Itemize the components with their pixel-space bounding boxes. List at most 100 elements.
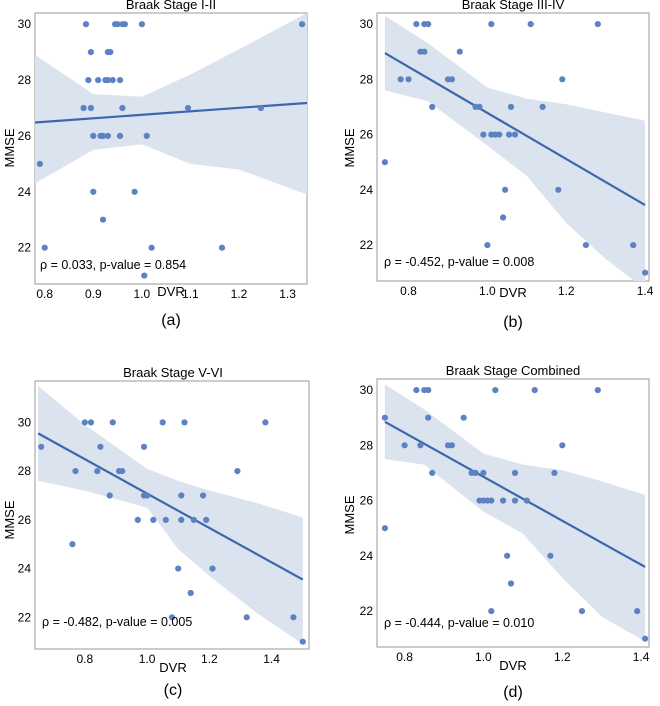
- correlation-annotation: ρ = -0.482, p-value = 0.005: [42, 615, 192, 629]
- y-tick-label: 24: [18, 185, 32, 199]
- data-point: [87, 104, 94, 112]
- data-point: [381, 159, 388, 166]
- data-point: [190, 516, 197, 524]
- data-point: [203, 516, 210, 524]
- data-point: [425, 414, 432, 421]
- data-point: [99, 132, 107, 139]
- confidence-band: [384, 384, 646, 642]
- correlation-annotation: ρ = -0.444, p-value = 0.010: [384, 616, 534, 630]
- data-point: [555, 186, 562, 193]
- confidence-band: [384, 15, 646, 281]
- data-point: [36, 160, 44, 167]
- data-point: [144, 492, 151, 499]
- data-point: [109, 77, 116, 84]
- data-point: [484, 242, 491, 249]
- y-axis-label: MMSE: [2, 500, 17, 539]
- panel-caption: (a): [161, 312, 181, 329]
- data-point: [299, 21, 306, 28]
- data-point: [511, 131, 519, 138]
- data-point: [178, 492, 185, 499]
- data-point: [81, 419, 88, 426]
- data-point: [413, 21, 420, 28]
- y-tick-label: 22: [18, 610, 32, 624]
- data-point: [187, 589, 194, 597]
- panel-caption: (b): [503, 314, 523, 331]
- data-point: [504, 552, 511, 559]
- data-point: [82, 21, 90, 28]
- y-tick-label: 28: [18, 464, 32, 478]
- panel-caption: (c): [164, 682, 183, 699]
- data-point: [578, 608, 586, 615]
- data-point: [69, 541, 76, 548]
- y-axis-label: MMSE: [342, 128, 357, 167]
- data-point: [425, 21, 432, 28]
- data-point: [413, 387, 420, 394]
- y-tick-label: 22: [18, 241, 32, 255]
- data-point: [405, 76, 412, 83]
- data-point: [107, 49, 114, 56]
- panel-caption: (d): [503, 684, 523, 701]
- data-point: [38, 443, 45, 450]
- y-tick-label: 30: [18, 17, 32, 31]
- data-point: [401, 442, 408, 449]
- data-point: [456, 48, 463, 55]
- data-point: [429, 469, 436, 476]
- x-axis-label: DVR: [159, 660, 186, 675]
- data-point: [104, 132, 111, 139]
- y-tick-label: 24: [360, 549, 374, 563]
- data-point: [500, 214, 507, 221]
- data-point: [159, 419, 166, 426]
- data-point: [134, 516, 141, 524]
- x-tick-label: 1.2: [558, 284, 575, 298]
- x-tick-label: 0.9: [85, 287, 102, 301]
- chart-title: Braak Stage Combined: [446, 363, 580, 378]
- data-point: [547, 552, 554, 559]
- data-point: [41, 244, 48, 251]
- data-point: [109, 419, 116, 426]
- data-point: [119, 468, 126, 475]
- data-point: [539, 103, 546, 110]
- data-point: [72, 468, 79, 475]
- data-point: [476, 103, 483, 110]
- x-tick-label: 1.0: [475, 650, 492, 664]
- x-tick-label: 1.0: [479, 284, 496, 298]
- x-tick-label: 1.4: [633, 650, 650, 664]
- regression-line: [384, 52, 646, 206]
- data-point: [104, 77, 111, 84]
- data-point: [480, 469, 487, 476]
- data-point: [257, 104, 264, 112]
- data-point: [480, 131, 487, 138]
- data-point: [95, 77, 102, 84]
- data-point: [80, 104, 87, 112]
- data-point: [116, 77, 124, 84]
- y-tick-label: 22: [360, 238, 374, 252]
- data-point: [634, 608, 641, 615]
- y-tick-label: 26: [18, 513, 32, 527]
- x-tick-label: 0.8: [36, 287, 53, 301]
- data-point: [507, 103, 515, 110]
- data-point: [448, 76, 455, 83]
- data-point: [299, 638, 306, 645]
- data-point: [594, 21, 601, 28]
- data-point: [168, 614, 176, 621]
- data-point: [290, 614, 297, 621]
- panel-d: 0.8 1.0 1.2 1.4 22 24 26 28 30 Braak Stage Comb…: [342, 363, 650, 701]
- data-point: [116, 132, 124, 139]
- panel-a: 0.8 0.9 1.0 1.1 1.2 1.3 22 24 26 28 30 Braak Stag…: [2, 0, 308, 329]
- data-point: [630, 242, 637, 249]
- data-point: [582, 242, 590, 249]
- x-tick-label: 1.0: [139, 652, 156, 666]
- x-tick-label: 1.2: [231, 287, 248, 301]
- data-point: [488, 497, 495, 504]
- data-point: [642, 269, 649, 276]
- x-axis-label: DVR: [499, 658, 526, 673]
- data-point: [131, 188, 138, 195]
- chart-title: Braak Stage V-VI: [123, 365, 223, 380]
- y-tick-label: 26: [360, 128, 374, 142]
- data-point: [143, 132, 150, 139]
- data-point: [488, 21, 495, 28]
- plot-frame: [376, 12, 650, 282]
- data-point: [181, 419, 188, 426]
- x-tick-label: 1.2: [554, 650, 571, 664]
